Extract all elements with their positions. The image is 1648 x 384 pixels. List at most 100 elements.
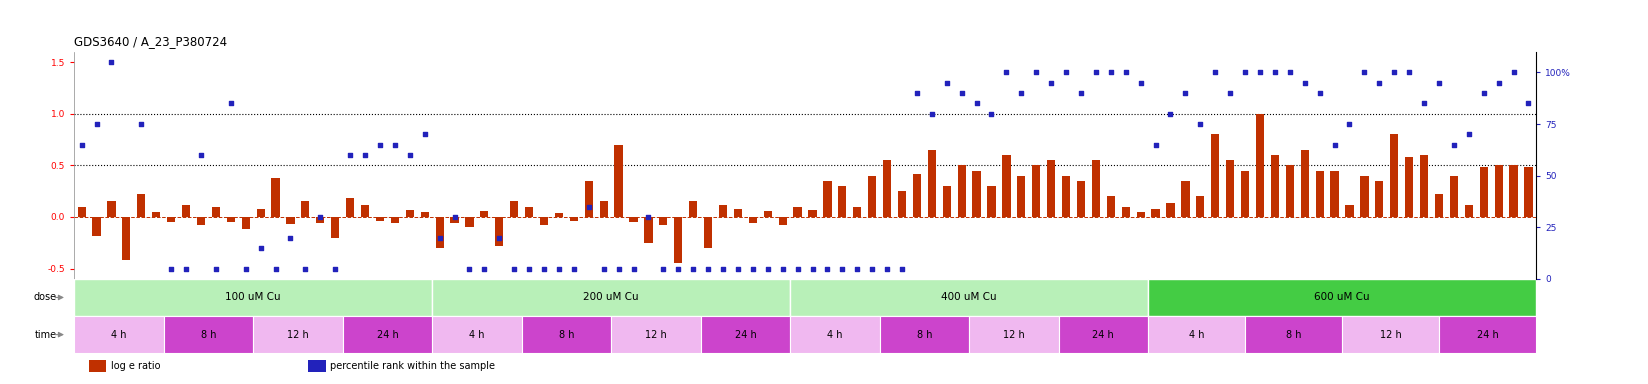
Point <box>1142 142 1168 148</box>
Text: time: time <box>35 329 56 339</box>
Bar <box>522 316 611 353</box>
Text: 100 uM Cu: 100 uM Cu <box>226 293 280 303</box>
Point <box>979 111 1005 117</box>
Point <box>99 59 125 65</box>
Text: 4 h: 4 h <box>470 329 485 339</box>
Point <box>1440 142 1467 148</box>
Bar <box>242 217 250 229</box>
Bar <box>928 150 936 217</box>
Text: 12 h: 12 h <box>287 329 308 339</box>
Point <box>247 245 274 251</box>
Bar <box>1246 316 1341 353</box>
Point <box>1127 80 1154 86</box>
Bar <box>1510 166 1518 217</box>
Bar <box>1256 114 1264 217</box>
Point <box>933 80 959 86</box>
Bar <box>1149 279 1536 316</box>
Point <box>336 152 363 158</box>
Point <box>1023 70 1050 76</box>
Bar <box>585 181 593 217</box>
Bar <box>316 217 325 223</box>
Bar <box>1107 196 1116 217</box>
Point <box>740 265 766 271</box>
Bar <box>435 217 443 248</box>
Point <box>531 265 557 271</box>
Point <box>1172 90 1198 96</box>
Point <box>1248 70 1274 76</box>
Bar <box>1360 176 1368 217</box>
Bar <box>789 316 880 353</box>
Bar <box>1345 205 1353 217</box>
Text: 4 h: 4 h <box>110 329 127 339</box>
Bar <box>611 316 700 353</box>
Bar <box>1122 207 1131 217</box>
Point <box>368 142 394 148</box>
Point <box>964 100 990 106</box>
Point <box>560 265 587 271</box>
Bar <box>465 217 473 227</box>
Point <box>799 265 826 271</box>
Bar <box>107 202 115 217</box>
Point <box>873 265 900 271</box>
Point <box>1216 90 1243 96</box>
Bar <box>1182 181 1190 217</box>
Point <box>1426 80 1452 86</box>
Point <box>1500 70 1526 76</box>
Point <box>1396 70 1422 76</box>
Point <box>725 265 751 271</box>
Bar <box>92 217 101 235</box>
Point <box>1157 111 1183 117</box>
Bar <box>196 217 204 225</box>
Point <box>770 265 796 271</box>
Bar <box>1241 170 1249 217</box>
Bar <box>163 316 254 353</box>
Bar <box>511 202 517 217</box>
Bar <box>1017 176 1025 217</box>
Bar <box>308 361 326 372</box>
Point <box>203 265 229 271</box>
Point <box>516 265 542 271</box>
Text: 4 h: 4 h <box>827 329 842 339</box>
Bar <box>526 207 534 217</box>
Bar <box>1285 166 1294 217</box>
Bar <box>719 205 727 217</box>
Bar <box>181 205 190 217</box>
Text: log e ratio: log e ratio <box>110 361 160 371</box>
Bar <box>211 207 219 217</box>
Point <box>1083 70 1109 76</box>
Point <box>844 265 870 271</box>
Point <box>1277 70 1304 76</box>
Point <box>292 265 318 271</box>
Bar <box>391 217 399 223</box>
Text: 4 h: 4 h <box>1188 329 1205 339</box>
Bar <box>1152 209 1160 217</box>
Bar <box>1167 202 1175 217</box>
Point <box>262 265 288 271</box>
Point <box>218 100 244 106</box>
Bar <box>689 202 697 217</box>
Text: 8 h: 8 h <box>559 329 574 339</box>
Text: 8 h: 8 h <box>201 329 216 339</box>
Bar <box>1374 181 1383 217</box>
Bar <box>1300 150 1309 217</box>
Point <box>1292 80 1318 86</box>
Bar <box>1391 134 1399 217</box>
Point <box>69 142 96 148</box>
Point <box>784 265 811 271</box>
Point <box>1515 100 1541 106</box>
Bar <box>166 217 175 222</box>
Bar <box>1196 196 1205 217</box>
Bar <box>405 210 414 217</box>
Point <box>486 235 513 241</box>
Bar <box>420 212 428 217</box>
Bar <box>122 217 130 260</box>
Point <box>1009 90 1035 96</box>
Point <box>1366 80 1393 86</box>
Bar <box>432 316 522 353</box>
Point <box>84 121 110 127</box>
Bar <box>343 316 432 353</box>
Bar <box>74 316 163 353</box>
Bar <box>839 186 847 217</box>
Bar <box>809 210 817 217</box>
Point <box>232 265 259 271</box>
